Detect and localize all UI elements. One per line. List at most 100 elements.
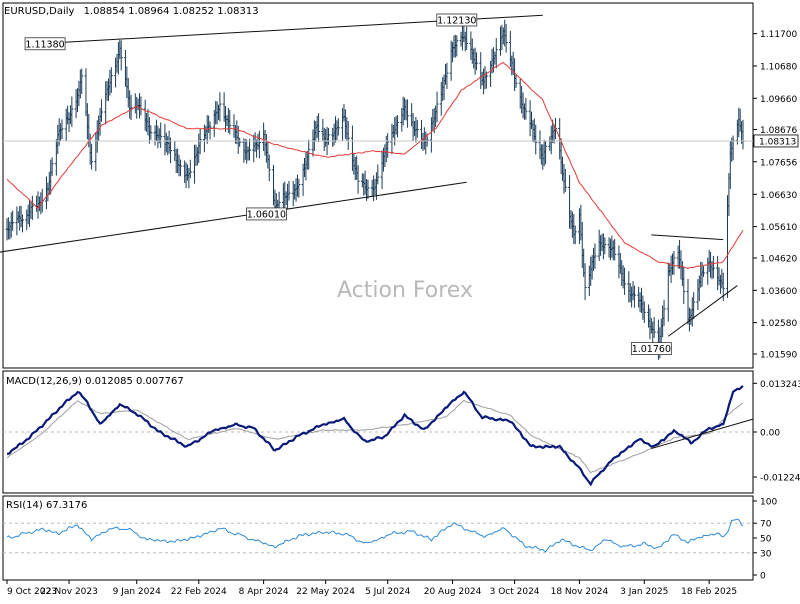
- price-ytick-label: 1.01590: [760, 351, 797, 361]
- level-label-text: 1.12130: [437, 16, 476, 27]
- price-bar: [287, 180, 291, 201]
- price-bar: [662, 299, 666, 326]
- price-bar: [366, 179, 370, 199]
- rsi-ytick-label: 100: [760, 498, 777, 508]
- macd-line: [6, 385, 744, 487]
- price-bar: [188, 159, 192, 179]
- rsi-ytick-label: 70: [760, 520, 772, 530]
- xtick-label: 8 Apr 2024: [239, 587, 289, 597]
- price-bar: [70, 96, 74, 128]
- rsi-ytick-label: 0: [760, 572, 766, 582]
- macd-panel: MACD(12,26,9) 0.012085 0.007767: [3, 376, 754, 487]
- price-bar: [30, 195, 34, 220]
- level-label: 1.11380: [24, 37, 66, 51]
- price-trend-line: [0, 181, 467, 253]
- price-ytick-label: 1.09660: [760, 95, 797, 105]
- price-bar: [11, 210, 15, 231]
- price-ytick-label: 1.04620: [760, 254, 797, 264]
- price-header: EURUSD,Daily 1.08854 1.08964 1.08252 1.0…: [4, 6, 259, 17]
- price-bar: [21, 214, 25, 233]
- xtick-label: 5 Jul 2024: [365, 587, 410, 597]
- price-bar: [583, 263, 587, 301]
- price-bar: [613, 239, 617, 261]
- rsi-ytick-label: 50: [760, 535, 772, 545]
- price-bar: [317, 113, 321, 143]
- price-bar: [524, 97, 528, 120]
- price-bar: [326, 128, 330, 145]
- level-label-box: [24, 37, 66, 51]
- price-bar: [465, 26, 469, 50]
- price-bar: [692, 292, 696, 320]
- price-bar: [376, 164, 380, 185]
- price-bar: [514, 74, 518, 88]
- level-label-text: 1.06010: [247, 209, 286, 220]
- xtick-label: 9 Jan 2024: [113, 587, 161, 597]
- price-bar: [603, 237, 607, 255]
- price-bar: [129, 94, 133, 120]
- price-bar: [50, 157, 54, 177]
- price-bar: [682, 266, 686, 304]
- level-label: 1.06010: [246, 207, 287, 220]
- price-ytick-label: 1.03600: [760, 287, 797, 297]
- macd-ytick-label: 0.00: [760, 429, 780, 439]
- watermark: Action Forex: [337, 278, 473, 303]
- xtick-label: 22 May 2024: [296, 587, 355, 597]
- current-price-badge: 1.08313: [753, 134, 799, 148]
- price-bar: [228, 109, 232, 135]
- level-label-box: [630, 342, 672, 356]
- price-bar: [415, 119, 419, 138]
- macd-signal-line: [6, 399, 744, 474]
- price-panel: EURUSD,Daily 1.08854 1.08964 1.08252 1.0…: [0, 6, 753, 360]
- price-trend-line: [651, 234, 724, 241]
- price-bar: [652, 317, 656, 338]
- price-ytick-label: 1.02580: [760, 319, 797, 329]
- price-bar: [573, 225, 577, 245]
- price-bar: [169, 137, 173, 164]
- price-bars: [5, 19, 745, 360]
- level-label: 1.01760: [630, 342, 672, 356]
- price-bar: [435, 91, 439, 123]
- moving-average-line: [6, 62, 744, 270]
- price-bar: [445, 62, 449, 89]
- xtick-label: 22 Nov 2023: [40, 587, 98, 597]
- price-bar: [484, 71, 488, 89]
- axes: 1.11700 1.10680 1.09660 1.08676 1.07656 1.066…: [6, 30, 800, 597]
- price-bar: [702, 266, 706, 277]
- price-bar: [248, 138, 252, 161]
- price-bar: [90, 143, 94, 170]
- xtick-label: 9 Oct 2023: [7, 587, 57, 597]
- price-bar: [198, 128, 202, 155]
- price-ytick-label: 1.06630: [760, 191, 797, 201]
- price-bar: [396, 115, 400, 138]
- price-bar: [60, 119, 64, 140]
- current-price-label: 1.08313: [759, 137, 796, 147]
- price-frame: [2, 2, 754, 369]
- price-bar: [593, 243, 597, 269]
- price-bar: [475, 52, 479, 71]
- current-price-box: [753, 134, 799, 148]
- price-bar: [356, 165, 360, 194]
- macd-trend-line: [651, 418, 754, 450]
- price-ytick-label: 1.07656: [760, 158, 797, 168]
- xtick-label: 3 Jan 2025: [620, 587, 668, 597]
- price-bar: [257, 130, 261, 159]
- price-bar: [267, 154, 271, 182]
- price-ytick-label: 1.10680: [760, 62, 797, 72]
- price-bar: [642, 301, 646, 323]
- ohlc-values: 1.08854 1.08964 1.08252 1.08313: [84, 6, 259, 17]
- price-bar: [80, 68, 84, 95]
- price-bar: [455, 35, 459, 57]
- price-bar: [149, 125, 153, 140]
- level-label: 1.12130: [436, 13, 478, 27]
- price-bar: [711, 255, 715, 279]
- price-bar: [208, 121, 212, 140]
- price-ytick-label: 1.11700: [760, 30, 797, 40]
- xtick-label: 18 Feb 2025: [681, 587, 737, 597]
- price-bar: [99, 99, 103, 122]
- price-bar: [178, 159, 182, 177]
- price-bar: [307, 139, 311, 170]
- level-label-box: [436, 13, 478, 27]
- xtick-label: 22 Feb 2024: [171, 587, 227, 597]
- level-label-text: 1.01760: [632, 344, 671, 355]
